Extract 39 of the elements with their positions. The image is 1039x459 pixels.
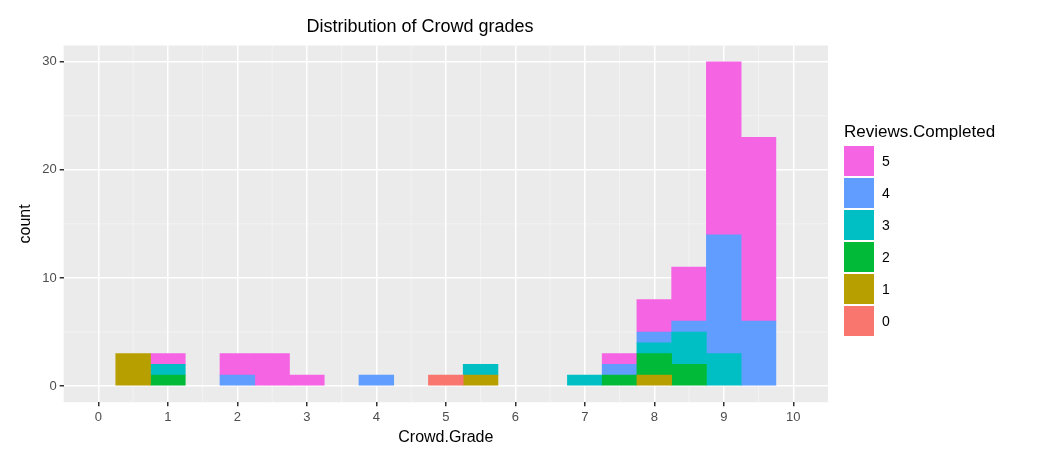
x-tick-label: 7 [581, 408, 589, 424]
y-tick-label: 0 [49, 377, 57, 393]
chart-title: Distribution of Crowd grades [306, 15, 534, 36]
x-tick-label: 5 [442, 408, 450, 424]
x-tick-label: 0 [94, 408, 103, 424]
bar [462, 374, 499, 386]
legend-label: 4 [882, 184, 890, 201]
x-tick-label: 10 [786, 408, 801, 424]
y-tick-label: 20 [42, 161, 57, 177]
bar [428, 374, 464, 386]
x-tick-label: 9 [720, 408, 728, 424]
legend-label: 1 [882, 280, 890, 297]
bar [567, 374, 603, 386]
legend-label: 5 [882, 152, 890, 169]
bar [150, 364, 186, 376]
bar [601, 374, 638, 386]
bar [358, 374, 395, 386]
legend-label: 3 [882, 216, 890, 233]
bar [219, 374, 256, 386]
x-tick-label: 1 [164, 408, 172, 424]
y-tick-label: 10 [42, 269, 57, 285]
x-axis-title: Crowd.Grade [398, 427, 494, 445]
bar [462, 364, 499, 376]
bar [150, 353, 186, 365]
legend-title: Reviews.Completed [844, 121, 996, 142]
bar [601, 364, 638, 376]
legend-label: 2 [882, 248, 890, 265]
bar [636, 374, 672, 386]
x-tick-label: 2 [233, 408, 241, 424]
bar [150, 374, 186, 386]
legend-label: 0 [882, 312, 890, 329]
x-tick-label: 8 [650, 408, 658, 424]
x-tick-label: 3 [303, 408, 311, 424]
x-tick-label: 4 [372, 408, 380, 424]
x-tick-label: 6 [511, 408, 519, 424]
y-tick-label: 30 [42, 53, 57, 69]
y-axis-title: count [16, 203, 34, 244]
bar [601, 353, 638, 365]
bar [115, 353, 151, 386]
